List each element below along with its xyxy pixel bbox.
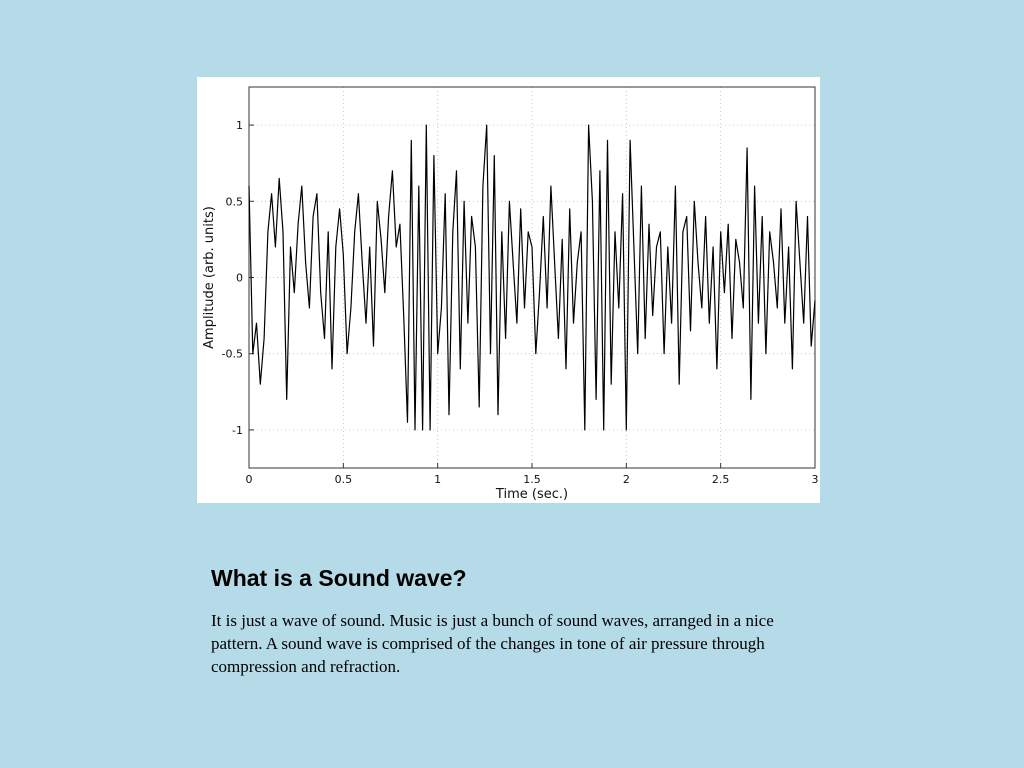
x-tick-label: 1 xyxy=(434,473,441,486)
y-tick-label: 0.5 xyxy=(226,195,244,208)
slide-title: What is a Sound wave? xyxy=(211,565,467,591)
y-axis-label: Amplitude (arb. units) xyxy=(202,206,217,349)
sound-wave-chart: 0 0.5 1 1.5 2 2.5 3 -1 -0.5 0 0.5 1 Time (sec.) Ampli… xyxy=(197,77,820,503)
x-axis-label: Time (sec.) xyxy=(495,487,568,502)
x-tick-label: 3 xyxy=(812,473,819,486)
y-tick-label: 1 xyxy=(236,119,243,132)
x-tick-label: 1.5 xyxy=(523,473,541,486)
x-tick-label: 2.5 xyxy=(712,473,730,486)
x-tick-label: 2 xyxy=(623,473,630,486)
y-tick-label: -1 xyxy=(232,424,243,437)
y-tick-label: -0.5 xyxy=(222,348,243,361)
chart-svg: 0 0.5 1 1.5 2 2.5 3 -1 -0.5 0 0.5 1 Time (sec.) Ampli… xyxy=(202,86,819,502)
y-tick-label: 0 xyxy=(236,272,243,285)
slide-body: It is just a wave of sound. Music is jus… xyxy=(211,611,774,676)
x-tick-label: 0.5 xyxy=(335,473,353,486)
waveform-line xyxy=(248,124,816,431)
x-tick-label: 0 xyxy=(246,473,253,486)
